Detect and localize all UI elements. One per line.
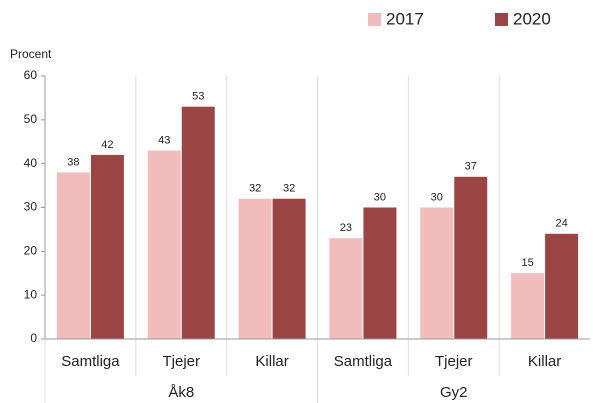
x-tick-label: Killar [528,353,561,370]
bar [56,172,90,339]
data-label: 30 [431,191,443,203]
bar [181,106,215,339]
legend-label: 2020 [513,9,551,28]
bar [272,198,306,339]
x-tick-label: Killar [255,353,288,370]
y-tick-label: 30 [24,200,38,214]
y-tick-label: 50 [24,112,38,126]
bar [454,176,488,339]
y-axis-label: Procent [10,47,52,61]
data-label: 32 [249,183,261,195]
data-label: 53 [192,91,204,103]
x-tick-label: Tjejer [162,353,200,370]
data-label: 38 [67,156,79,168]
data-label: 24 [555,218,567,230]
legend-swatch [368,13,381,26]
y-tick-label: 40 [24,156,38,170]
x-tick-label: Tjejer [435,353,473,370]
data-label: 43 [158,134,170,146]
legend-label: 2017 [386,9,424,28]
group-label: Gy2 [440,384,468,401]
data-label: 37 [465,161,477,173]
y-tick-label: 10 [24,287,38,301]
x-tick-label: Samtliga [61,353,120,370]
bar [420,207,454,339]
group-label: Åk8 [168,384,194,401]
y-tick-label: 60 [24,68,38,82]
legend-swatch [495,13,508,26]
y-tick-label: 20 [24,244,38,258]
data-label: 42 [101,139,113,151]
bar [511,273,545,339]
data-label: 30 [374,191,386,203]
y-tick-label: 0 [30,331,37,345]
bar [363,207,397,339]
bar [329,238,363,339]
data-label: 23 [340,222,352,234]
data-label: 15 [521,257,533,269]
data-label: 32 [283,183,295,195]
bar [90,154,124,339]
bar [147,150,181,339]
x-tick-label: Samtliga [334,353,393,370]
bar [238,198,272,339]
bar [545,233,579,339]
